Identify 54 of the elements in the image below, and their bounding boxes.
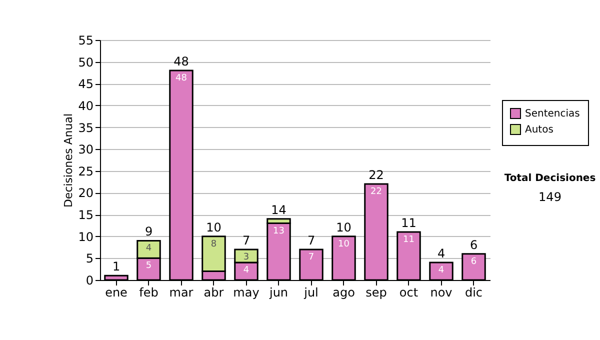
- y-tick-label: 10: [78, 230, 94, 244]
- total-label: 4: [437, 246, 446, 261]
- data-label: 4: [438, 266, 444, 276]
- x-tick-label: abr: [204, 286, 224, 300]
- total-label: 1: [112, 260, 120, 274]
- legend-label: Sentencias: [525, 108, 580, 120]
- y-tick-label: 55: [78, 34, 94, 48]
- data-label: 6: [470, 256, 477, 267]
- data-label: 11: [403, 235, 414, 245]
- y-tick-label: 35: [78, 120, 94, 135]
- y-tick-label: 20: [78, 186, 94, 200]
- y-tick-label: 15: [78, 208, 94, 222]
- data-label: 10: [338, 239, 350, 250]
- data-label: 4: [146, 244, 152, 254]
- x-tick-label: ago: [332, 286, 355, 300]
- total-label: 7: [307, 233, 316, 248]
- data-label: 7: [308, 252, 314, 262]
- x-tick-label: may: [233, 286, 260, 300]
- total-label: 48: [174, 54, 189, 69]
- y-tick-label: 50: [78, 55, 94, 70]
- text: 149: [538, 190, 562, 204]
- total-label: 22: [368, 168, 384, 182]
- y-tick-label: 30: [78, 142, 94, 157]
- y-tick-label: 5: [86, 252, 94, 266]
- data-label: 8: [210, 239, 217, 250]
- x-tick-label: sep: [366, 286, 387, 300]
- y-tick-label: 25: [78, 164, 94, 178]
- x-tick-label: jul: [303, 286, 318, 300]
- x-tick-label: mar: [169, 286, 194, 300]
- total-label: 6: [470, 238, 478, 252]
- data-label: 4: [243, 266, 250, 276]
- y-axis-title: Decisiones Anual: [62, 113, 76, 208]
- data-label: 13: [273, 226, 284, 236]
- total-label: 10: [336, 220, 352, 234]
- text: Total Decisiones: [504, 173, 596, 184]
- x-tick-label: oct: [399, 286, 418, 300]
- total-label: 9: [144, 224, 153, 239]
- data-label: 48: [176, 74, 188, 84]
- x-tick-label: dic: [464, 286, 483, 300]
- x-tick-label: nov: [430, 286, 452, 300]
- total-label: 10: [206, 220, 222, 234]
- data-label: 5: [146, 261, 152, 272]
- data-label: 3: [243, 252, 250, 262]
- data-label: 22: [370, 187, 382, 197]
- legend-label: Autos: [525, 124, 554, 136]
- y-tick-label: 45: [78, 77, 94, 92]
- y-tick-label: 40: [78, 98, 94, 113]
- x-tick-label: ene: [105, 286, 128, 300]
- total-label: 11: [401, 216, 416, 230]
- total-label: 7: [242, 233, 250, 248]
- total-label: 14: [271, 202, 286, 217]
- y-tick-label: 0: [86, 274, 94, 288]
- x-tick-label: jun: [268, 286, 288, 300]
- x-tick-label: feb: [139, 286, 158, 300]
